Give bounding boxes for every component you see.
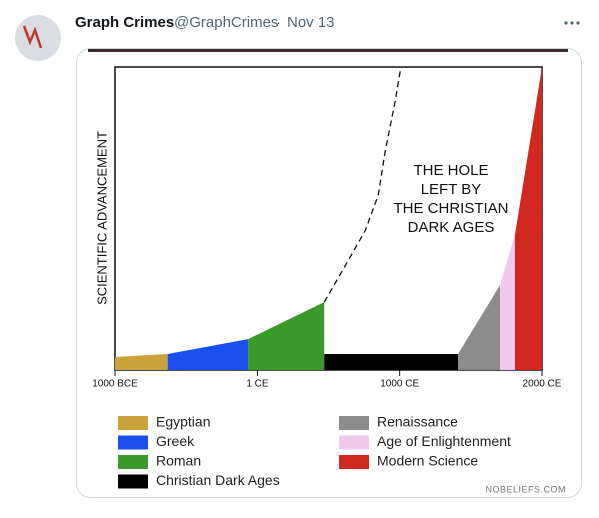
avatar-icon <box>22 25 43 49</box>
legend-swatch <box>339 455 369 469</box>
legend-swatch <box>118 455 148 469</box>
author-name[interactable]: Graph Crimes <box>75 14 174 31</box>
chart: SCIENTIFIC ADVANCEMENT NOBELIEFS.COM 100… <box>92 66 566 494</box>
annotation-line: DARK AGES <box>408 219 495 236</box>
trend-line <box>323 69 402 303</box>
tweet-date[interactable]: Nov 13 <box>287 14 335 31</box>
legend-swatch <box>118 416 148 430</box>
legend-swatch <box>339 416 369 430</box>
area-segment <box>167 339 249 370</box>
legend-label: Roman <box>156 453 201 469</box>
legend-label: Modern Science <box>377 453 478 469</box>
x-tick-label: 2000 CE <box>523 379 562 390</box>
image-top-edge <box>88 49 568 52</box>
legend-label: Egyptian <box>156 414 210 430</box>
annotation-line: LEFT BY <box>421 181 482 198</box>
area-segment <box>514 67 542 370</box>
legend-label: Renaissance <box>377 414 458 430</box>
area-segment <box>324 353 459 370</box>
y-axis-label: SCIENTIFIC ADVANCEMENT <box>94 131 109 305</box>
annotation-line: THE HOLE <box>413 162 488 179</box>
legend-swatch <box>118 435 148 450</box>
legend-label: Christian Dark Ages <box>156 472 280 488</box>
x-tick-label: 1000 CE <box>380 379 419 390</box>
legend-label: Greek <box>156 433 195 449</box>
legend-swatch <box>118 474 148 489</box>
area-segment <box>248 302 325 370</box>
legend-label: Age of Enlightenment <box>377 433 511 449</box>
legend-swatch <box>339 435 369 450</box>
annotation-line: THE CHRISTIAN <box>393 200 508 217</box>
area-segment <box>500 234 515 370</box>
author-handle[interactable]: @GraphCrimes <box>174 14 278 31</box>
watermark: NOBELIEFS.COM <box>485 484 566 494</box>
x-tick-label: 1 CE <box>246 379 269 390</box>
more-menu[interactable] <box>564 21 580 25</box>
area-segment <box>115 353 168 370</box>
x-tick-label: 1000 BCE <box>92 379 138 390</box>
area-segment <box>458 285 501 370</box>
separator: · <box>276 14 281 31</box>
